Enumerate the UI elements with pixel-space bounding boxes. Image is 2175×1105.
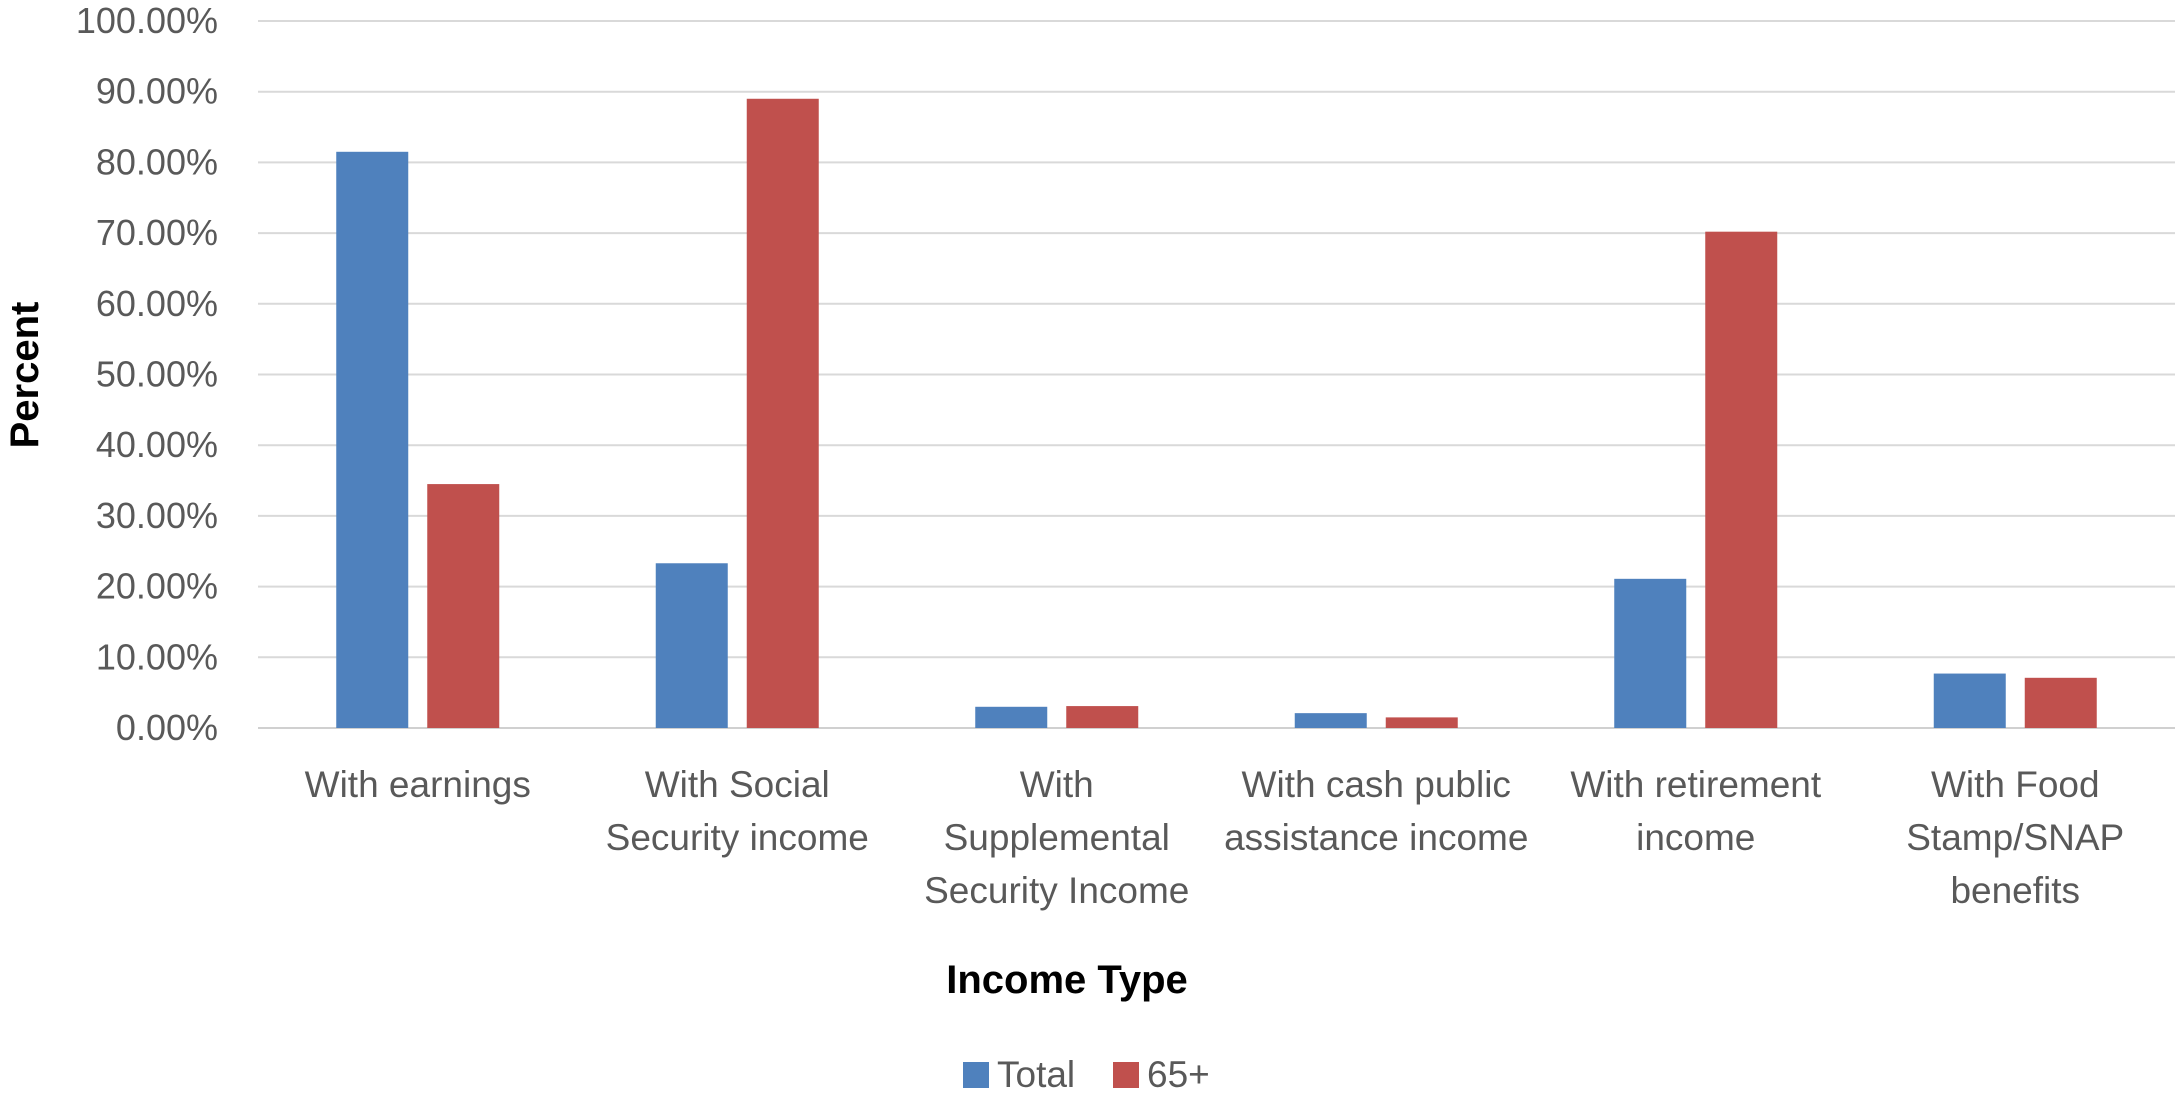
x-tick-label-line: Stamp/SNAP [1906,817,2124,858]
legend-label: 65+ [1147,1054,1210,1095]
x-tick-label-line: With Food [1931,764,2100,805]
y-tick-label: 40.00% [96,424,218,465]
x-axis-title: Income Type [946,958,1188,1002]
y-tick-label: 60.00% [96,283,218,324]
legend: Total 65+ [963,1054,1210,1095]
bar [1933,673,2006,728]
y-tick-label: 50.00% [96,354,218,395]
bars [336,98,2097,729]
bar [1705,231,1778,728]
x-tick-label-line: With cash public [1242,764,1511,805]
bar [1294,713,1367,728]
x-tick-label: With retirement income [1570,764,1822,858]
x-tick-label-line: With Social [645,764,830,805]
gridlines [258,20,2175,729]
bar [2024,677,2097,728]
y-tick-label: 70.00% [96,212,218,253]
x-tick-label-line: assistance income [1224,817,1528,858]
legend-swatch [1113,1062,1139,1088]
y-tick-label: 90.00% [96,71,218,112]
x-tick-label: With Supplemental Security Income [924,764,1189,911]
legend-swatch [963,1062,989,1088]
x-tick-label-line: Supplemental [944,817,1170,858]
x-tick-label: With Food Stamp/SNAP benefits [1906,764,2124,911]
y-tick-label: 30.00% [96,495,218,536]
bar [1385,717,1458,728]
bar [975,706,1048,728]
y-tick-label: 0.00% [116,707,218,748]
y-tick-label: 100.00% [76,0,218,41]
x-tick-label-line: Security Income [924,870,1189,911]
bar [655,563,728,728]
bar [336,151,409,729]
x-tick-label-line: income [1636,817,1755,858]
bar [746,98,819,728]
y-axis-title: Percent [3,302,47,449]
y-tick-label: 10.00% [96,636,218,677]
bar [1066,706,1139,728]
bar [427,484,500,728]
legend-label: Total [997,1054,1075,1095]
bar [1614,578,1687,728]
x-tick-label: With Social Security income [606,764,869,858]
x-tick-label-line: benefits [1950,870,2080,911]
y-axis-ticks: 0.00% 10.00% 20.00% 30.00% 40.00% 50.00% 60.00… [76,0,218,748]
x-tick-label: With earnings [305,764,531,805]
x-axis-labels: With earnings With Social Security incomeW… [305,764,2125,911]
y-tick-label: 80.00% [96,141,218,182]
x-tick-label-line: Security income [606,817,869,858]
x-tick-label-line: With retirement [1570,764,1822,805]
x-tick-label-line: With [1020,764,1094,805]
y-tick-label: 20.00% [96,566,218,607]
x-tick-label: With cash public assistance income [1224,764,1528,858]
x-tick-label-line: With earnings [305,764,531,805]
